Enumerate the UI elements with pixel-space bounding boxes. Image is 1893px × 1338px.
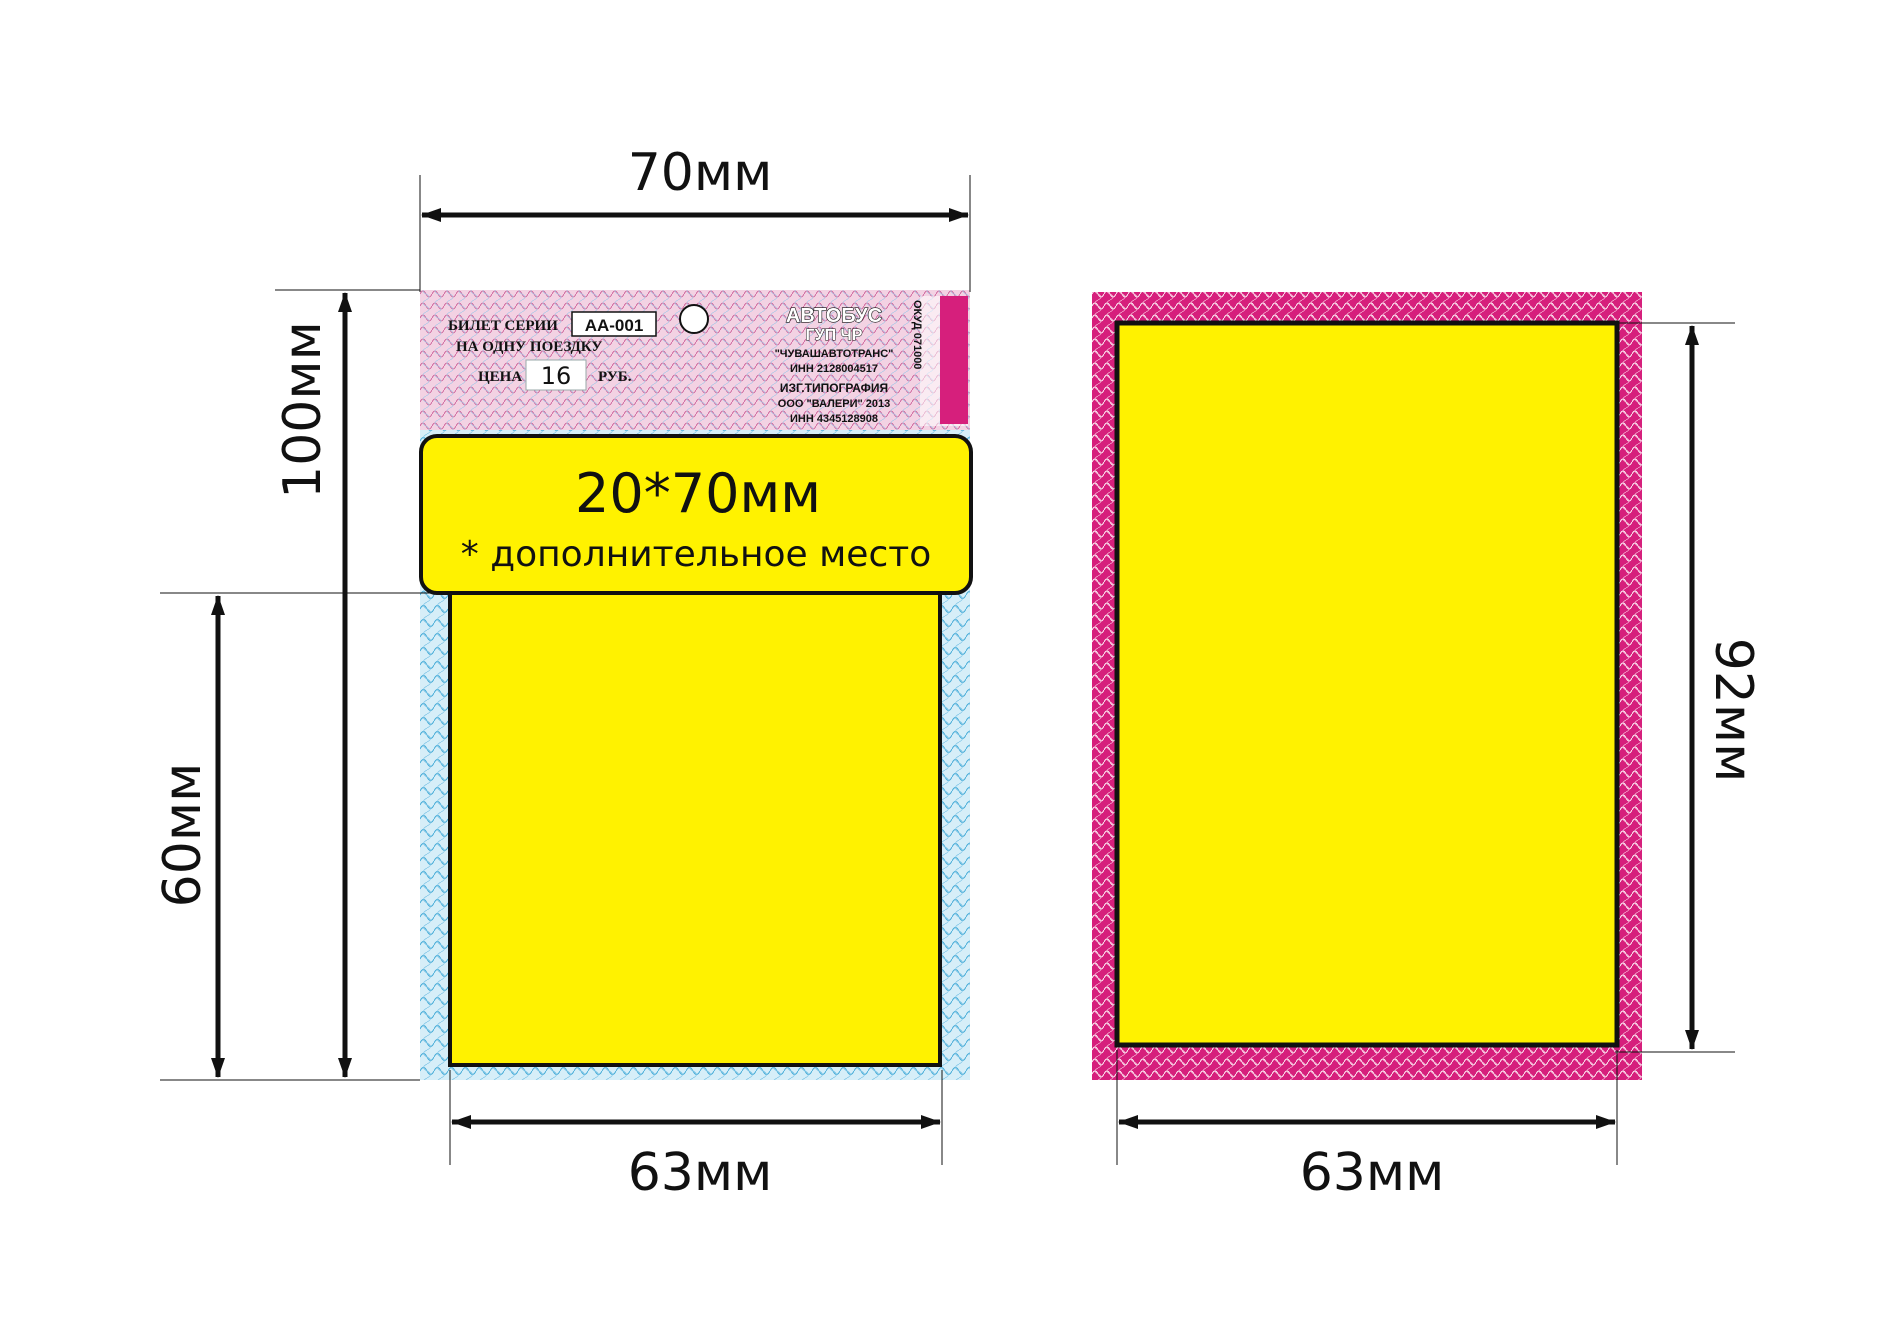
- label-left-bottom-width: 63мм: [628, 1143, 773, 1203]
- ticket-series-box: [571, 311, 657, 337]
- dimension-lines: [160, 175, 1735, 1165]
- ticket-price-unit: РУБ.: [598, 369, 632, 385]
- label-top-width: 70мм: [628, 143, 773, 203]
- label-right-height: 92мм: [1703, 638, 1763, 783]
- dimension-arrows: [211, 208, 1699, 1129]
- ticket-price-box: [525, 359, 587, 391]
- ad-box-note: * дополнительное место: [461, 534, 931, 575]
- left-yellow-field: [448, 583, 942, 1067]
- left-ticket: БИЛЕТ СЕРИИ АА-001 НА ОДНУ ПОЕЗДКУ ЦЕНА …: [419, 290, 973, 1080]
- ad-box: [419, 434, 973, 595]
- ticket-operator: ГУП ЧР: [806, 327, 863, 344]
- ticket-printer-inn: ИНН 4345128908: [790, 413, 878, 425]
- label-right-bottom-width: 63мм: [1300, 1143, 1445, 1203]
- ticket-series-value: АА-001: [585, 316, 644, 335]
- ticket-printer-label: ИЗГ.ТИПОГРАФИЯ: [780, 381, 888, 395]
- ticket-trip-label: НА ОДНУ ПОЕЗДКУ: [456, 339, 602, 355]
- right-yellow-field: [1114, 320, 1620, 1048]
- right-ticket: [1092, 292, 1642, 1080]
- ticket-company: "ЧУВАШАВТОТРАНС": [775, 348, 894, 360]
- label-left-height: 100мм: [273, 321, 333, 499]
- ticket-printer-name: ООО "ВАЛЕРИ" 2013: [778, 398, 890, 410]
- ticket-logo-badge: [940, 296, 968, 424]
- ticket-price-label: ЦЕНА: [478, 369, 522, 385]
- ad-box-size: 20*70мм: [575, 462, 821, 525]
- ticket-okud: ОКУД 071000: [911, 300, 923, 369]
- ticket-punch-hole: [679, 304, 709, 334]
- ticket-transport: АВТОБУС: [786, 305, 882, 327]
- label-inner-height: 60мм: [153, 763, 213, 908]
- ticket-company-inn: ИНН 2128004517: [790, 363, 878, 375]
- ticket-series-label: БИЛЕТ СЕРИИ: [448, 318, 558, 334]
- ticket-price-value: 16: [541, 362, 572, 390]
